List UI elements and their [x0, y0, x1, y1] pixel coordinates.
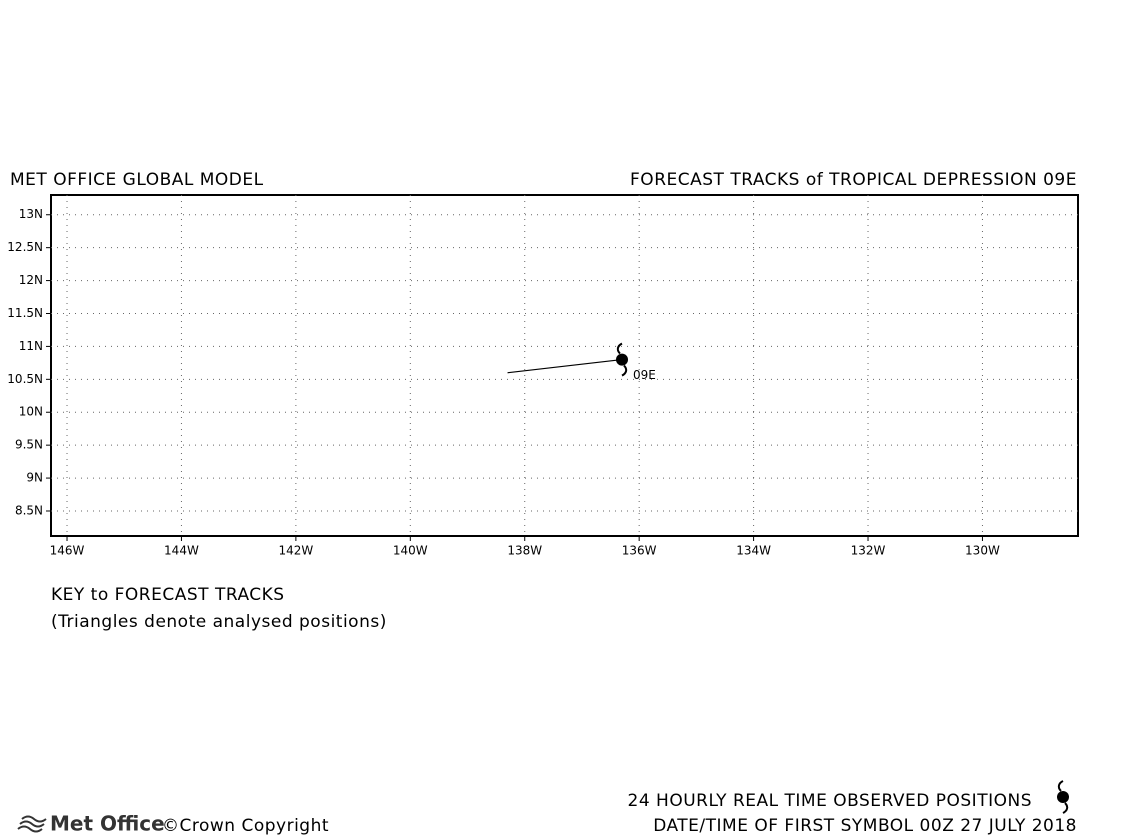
x-tick-label: 146W	[50, 544, 85, 558]
y-tick-label: 9.5N	[15, 438, 43, 452]
y-tick-label: 9N	[26, 471, 43, 485]
y-tick-label: 11N	[19, 339, 43, 353]
logo: Met Office	[50, 812, 165, 836]
storm-position	[616, 353, 629, 366]
x-tick-label: 134W	[736, 544, 771, 558]
y-tick-label: 11.5N	[7, 306, 43, 320]
legend-text: 24 HOURLY REAL TIME OBSERVED POSITIONS	[628, 791, 1032, 811]
x-tick-label: 138W	[507, 544, 542, 558]
x-tick-label: 130W	[965, 544, 1000, 558]
y-tick-label: 10.5N	[7, 372, 43, 386]
date-text: DATE/TIME OF FIRST SYMBOL 00Z 27 JULY 20…	[653, 816, 1077, 836]
copyright: ©Crown Copyright	[162, 816, 329, 836]
storm-arm	[621, 364, 628, 377]
chart-title: FORECAST TRACKS of TROPICAL DEPRESSION 0…	[630, 170, 1077, 190]
y-tick-label: 8.5N	[15, 503, 43, 517]
x-tick-label: 132W	[851, 544, 886, 558]
logo-waves	[17, 815, 47, 833]
x-tick-label: 136W	[622, 544, 657, 558]
x-tick-label: 144W	[164, 544, 199, 558]
legend-symbol	[1057, 780, 1069, 814]
track	[507, 358, 623, 374]
key-title: KEY to FORECAST TRACKS	[51, 585, 285, 605]
key-note: (Triangles denote analysed positions)	[51, 612, 387, 632]
storm-symbol	[616, 342, 629, 377]
track-label: 09E	[633, 368, 656, 382]
x-tick-label: 140W	[393, 544, 428, 558]
storm-arm	[616, 342, 623, 355]
x-tick-label: 142W	[278, 544, 313, 558]
map-frame	[50, 194, 1079, 537]
y-tick-label: 12N	[19, 273, 43, 287]
y-tick-label: 10N	[19, 405, 43, 419]
y-tick-label: 12.5N	[7, 240, 43, 254]
model-title: MET OFFICE GLOBAL MODEL	[10, 170, 264, 190]
y-tick-label: 13N	[19, 207, 43, 221]
